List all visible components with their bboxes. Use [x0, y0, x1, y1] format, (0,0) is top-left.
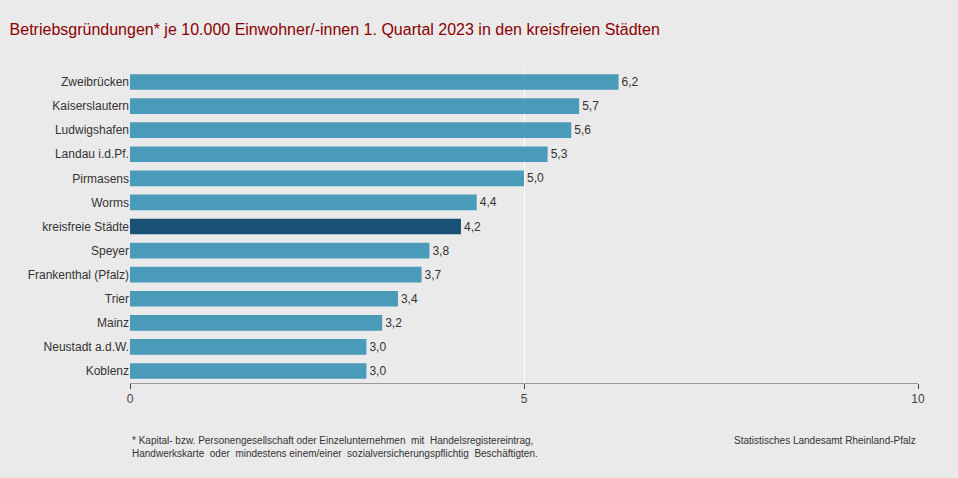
svg-text:Pirmasens: Pirmasens — [72, 172, 129, 186]
svg-text:Ludwigshafen: Ludwigshafen — [55, 123, 129, 137]
svg-text:Zweibrücken: Zweibrücken — [61, 75, 129, 89]
svg-text:Betriebsgründungen* je 10.000: Betriebsgründungen* je 10.000 Einwohner/… — [10, 21, 660, 38]
svg-text:5,3: 5,3 — [551, 147, 568, 161]
svg-text:5,0: 5,0 — [527, 171, 544, 185]
svg-text:Trier: Trier — [105, 292, 129, 306]
svg-text:10: 10 — [911, 392, 925, 406]
svg-text:Kaiserslautern: Kaiserslautern — [52, 99, 129, 113]
svg-text:6,2: 6,2 — [622, 75, 639, 89]
svg-text:4,2: 4,2 — [464, 220, 481, 234]
svg-text:5,6: 5,6 — [574, 123, 591, 137]
svg-text:3,0: 3,0 — [369, 340, 386, 354]
svg-text:0: 0 — [127, 392, 134, 406]
svg-text:* Kapital- bzw. Personengesell: * Kapital- bzw. Personengesellschaft ode… — [132, 435, 538, 459]
svg-text:3,0: 3,0 — [369, 364, 386, 378]
svg-text:5,7: 5,7 — [582, 99, 599, 113]
svg-text:4,4: 4,4 — [480, 195, 497, 209]
svg-text:Worms: Worms — [91, 196, 129, 210]
svg-text:Frankenthal (Pfalz): Frankenthal (Pfalz) — [28, 268, 129, 282]
svg-text:Landau i.d.Pf.: Landau i.d.Pf. — [55, 147, 129, 161]
svg-text:Neustadt a.d.W.: Neustadt a.d.W. — [44, 340, 129, 354]
svg-text:3,2: 3,2 — [385, 316, 402, 330]
svg-text:Speyer: Speyer — [91, 244, 129, 258]
svg-text:5: 5 — [521, 392, 528, 406]
svg-text:kreisfreie Städte: kreisfreie Städte — [42, 220, 129, 234]
svg-text:3,4: 3,4 — [401, 292, 418, 306]
svg-text:3,8: 3,8 — [432, 244, 449, 258]
svg-text:3,7: 3,7 — [425, 268, 442, 282]
svg-text:Statistisches Landesamt Rheinl: Statistisches Landesamt Rheinland-Pfalz — [734, 435, 916, 446]
svg-text:Koblenz: Koblenz — [86, 364, 129, 378]
svg-text:Mainz: Mainz — [97, 316, 129, 330]
